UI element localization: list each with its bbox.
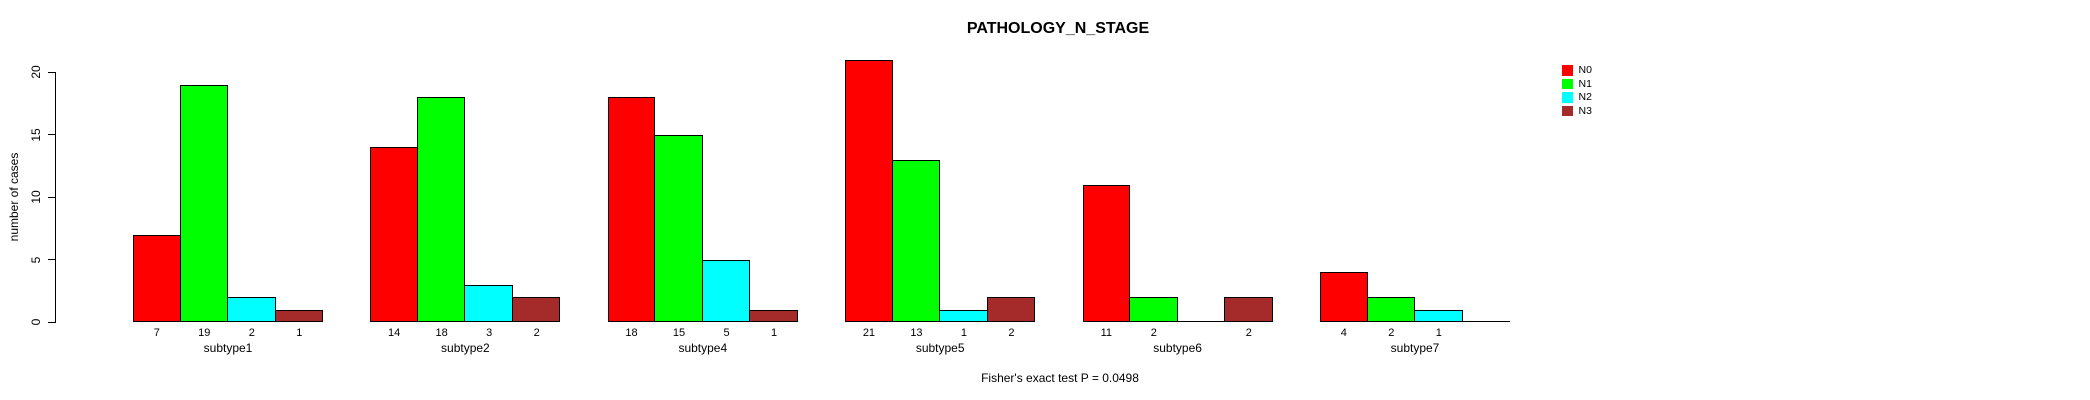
bar-value-label: 2 bbox=[1388, 327, 1395, 339]
y-tick-label: 20 bbox=[29, 65, 43, 79]
bar-N1-subtype4 bbox=[654, 134, 703, 322]
bar-value-label: 13 bbox=[910, 327, 923, 339]
group-label: subtype7 bbox=[1390, 341, 1440, 355]
y-tick-label: 15 bbox=[29, 127, 43, 142]
legend-label: N2 bbox=[1578, 91, 1592, 103]
bar-value-label: 19 bbox=[198, 327, 211, 339]
group-label: subtype5 bbox=[915, 341, 965, 355]
group-label: subtype4 bbox=[678, 341, 728, 355]
bar-N2-subtype7 bbox=[1414, 309, 1463, 322]
bar-value-label: 18 bbox=[435, 327, 448, 339]
y-tick-label: 0 bbox=[29, 318, 43, 326]
legend: N0 N1 N2 N3 bbox=[1562, 65, 1592, 116]
group-label: subtype2 bbox=[441, 341, 490, 355]
y-tick-mark bbox=[48, 259, 56, 260]
bar-value-label: 2 bbox=[1245, 327, 1252, 339]
y-tick-mark bbox=[48, 71, 56, 73]
y-tick-mark bbox=[48, 134, 56, 135]
y-tick-label: 10 bbox=[29, 190, 43, 204]
bar-N3-subtype4 bbox=[749, 309, 798, 322]
bar-value-label: 14 bbox=[388, 327, 401, 339]
bar-N0-subtype2 bbox=[370, 147, 418, 322]
bar-N2-subtype5 bbox=[939, 309, 988, 322]
legend-swatch-N0 bbox=[1562, 65, 1573, 76]
footer-note: Fisher's exact test P = 0.0498 bbox=[981, 371, 1139, 385]
bar-N2-subtype1 bbox=[227, 297, 276, 322]
legend-swatch-N2 bbox=[1562, 92, 1573, 103]
bar-N3-subtype6 bbox=[1224, 297, 1273, 322]
group-label: subtype1 bbox=[203, 341, 253, 355]
legend-item: N3 bbox=[1562, 104, 1592, 117]
bar-N2-subtype4 bbox=[701, 259, 751, 322]
y-tick-mark bbox=[48, 196, 56, 198]
bar-N0-subtype5 bbox=[845, 59, 893, 322]
legend-item: N1 bbox=[1562, 77, 1592, 90]
group-label: subtype6 bbox=[1153, 341, 1202, 355]
bar-value-label: 11 bbox=[1100, 327, 1113, 339]
bar-value-label: 18 bbox=[625, 327, 638, 339]
legend-item: N0 bbox=[1562, 65, 1592, 76]
bar-N1-subtype1 bbox=[179, 84, 228, 322]
legend-label: N1 bbox=[1578, 77, 1592, 90]
bar-value-label: 2 bbox=[1008, 327, 1015, 339]
bar-value-label: 2 bbox=[533, 327, 540, 339]
legend-swatch-N1 bbox=[1562, 78, 1573, 89]
bar-N1-subtype7 bbox=[1366, 297, 1415, 322]
bar-N1-subtype6 bbox=[1129, 297, 1178, 322]
y-tick-label: 5 bbox=[29, 256, 43, 263]
bar-N3-subtype1 bbox=[274, 309, 323, 322]
bar-value-label: 2 bbox=[1150, 327, 1157, 339]
bar-N1-subtype2 bbox=[416, 97, 466, 322]
bar-N3-subtype2 bbox=[511, 297, 561, 322]
bar-N3-subtype5 bbox=[986, 297, 1036, 322]
bar-N0-subtype7 bbox=[1320, 272, 1368, 322]
legend-label: N0 bbox=[1578, 64, 1592, 76]
chart-title: PATHOLOGY_N_STAGE bbox=[966, 20, 1150, 37]
bar-value-label: 4 bbox=[1340, 327, 1347, 339]
bar-N3-subtype7-zero bbox=[1461, 321, 1510, 322]
bar-value-label: 5 bbox=[723, 327, 730, 339]
bar-value-label: 21 bbox=[862, 327, 876, 339]
bar-N0-subtype6 bbox=[1082, 184, 1131, 322]
legend-label: N3 bbox=[1578, 104, 1592, 117]
legend-swatch-N3 bbox=[1562, 105, 1573, 116]
bar-value-label: 1 bbox=[960, 327, 967, 339]
bar-value-label: 15 bbox=[672, 327, 686, 339]
bar-N1-subtype5 bbox=[891, 159, 941, 322]
legend-item: N2 bbox=[1562, 92, 1592, 103]
bar-value-label: 1 bbox=[1435, 327, 1442, 339]
y-tick-mark bbox=[48, 321, 56, 323]
bar-value-label: 7 bbox=[153, 327, 160, 339]
bar-value-label: 3 bbox=[486, 327, 493, 339]
bar-N0-subtype1 bbox=[133, 234, 181, 322]
bar-N0-subtype4 bbox=[607, 97, 656, 322]
bar-value-label: 1 bbox=[296, 327, 303, 339]
bar-value-label: 2 bbox=[248, 327, 255, 339]
bar-N2-subtype2 bbox=[464, 284, 513, 322]
bar-N2-subtype6-zero bbox=[1176, 321, 1226, 322]
bar-value-label: 1 bbox=[770, 327, 778, 339]
y-axis-title: number of cases bbox=[7, 152, 21, 242]
